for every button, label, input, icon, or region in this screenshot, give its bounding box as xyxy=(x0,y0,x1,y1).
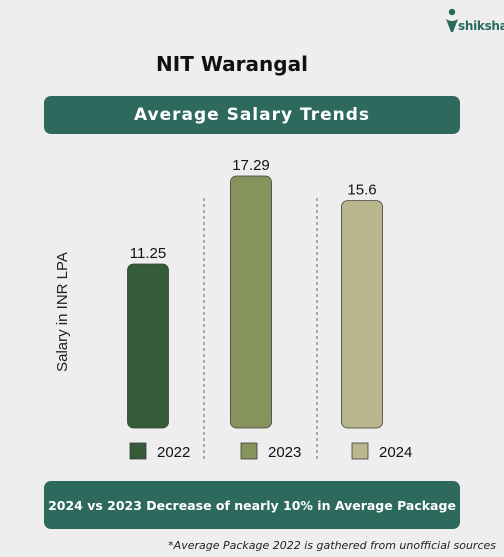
legend-label-2023: 2023 xyxy=(268,444,301,461)
y-axis-label: Salary in INR LPA xyxy=(54,252,71,372)
brand-name: shiksha xyxy=(458,19,504,33)
brand-logo: shiksha xyxy=(445,8,504,34)
page-title: NIT Warangal xyxy=(156,52,308,76)
chart-title-banner: Average Salary Trends xyxy=(44,96,460,134)
value-label-2023: 17.29 xyxy=(232,157,270,174)
legend-swatch-2022 xyxy=(129,442,147,460)
value-label-2024: 15.6 xyxy=(347,182,376,199)
legend-label-2022: 2022 xyxy=(157,444,190,461)
value-label-2022: 11.25 xyxy=(130,245,166,262)
bar-2022 xyxy=(127,263,169,429)
legend-label-2024: 2024 xyxy=(379,444,412,461)
bar-2024 xyxy=(341,200,383,429)
shiksha-logo-icon xyxy=(446,8,458,32)
legend-swatch-2023 xyxy=(240,442,258,460)
bar-2023 xyxy=(230,175,272,429)
legend-swatch-2024 xyxy=(351,442,369,460)
summary-banner: 2024 vs 2023 Decrease of nearly 10% in A… xyxy=(44,481,460,529)
footnote: *Average Package 2022 is gathered from u… xyxy=(168,539,496,552)
